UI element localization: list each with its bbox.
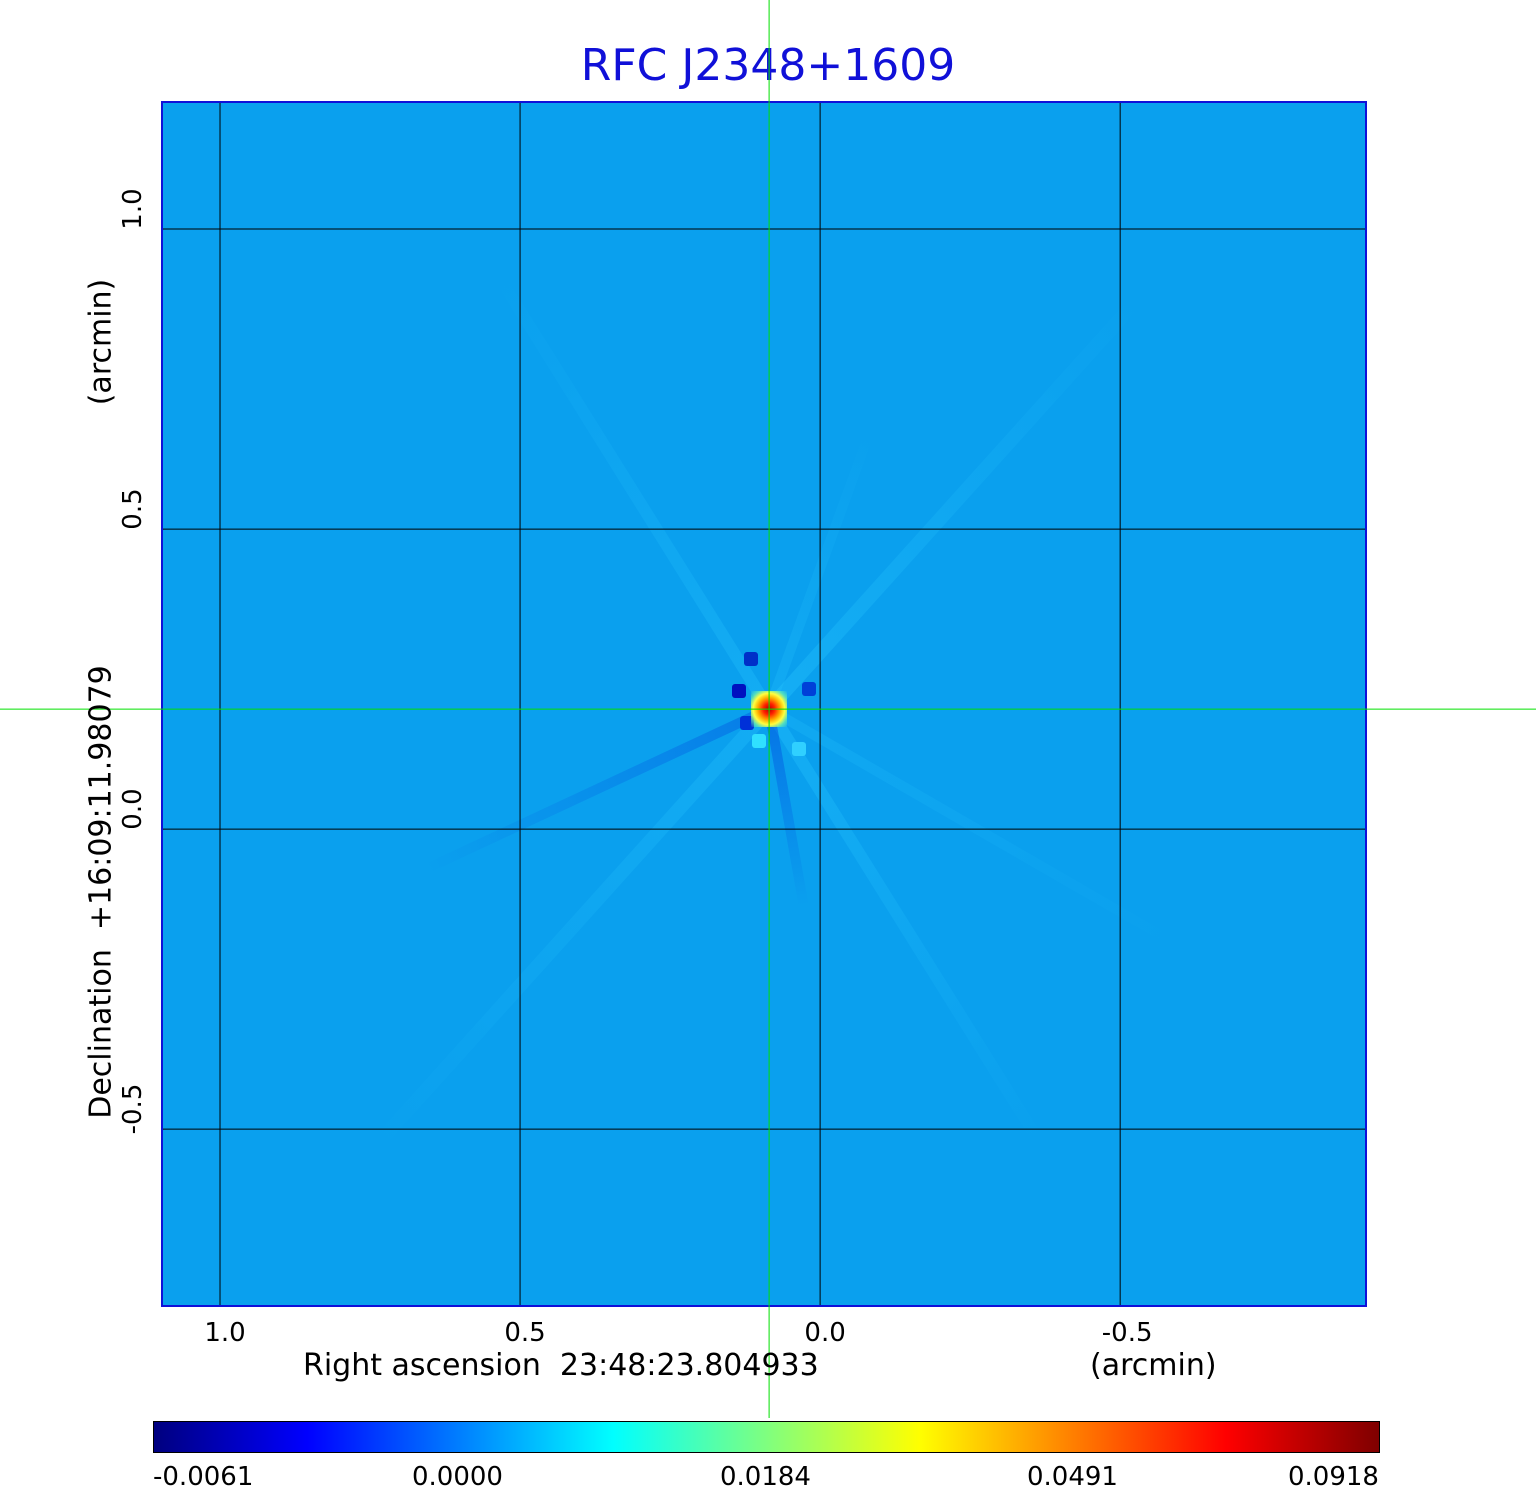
colorbar-tick-label: 0.0184 <box>720 1462 811 1492</box>
sidelobe-blob <box>752 734 767 749</box>
x-tick-label: 0.5 <box>504 1318 546 1348</box>
sidelobe-streak <box>764 705 1050 1154</box>
colorbar-tick-label: 0.0000 <box>412 1462 503 1492</box>
colorbar-tick-label: -0.0061 <box>153 1462 254 1492</box>
x-tick-label: -0.5 <box>1101 1318 1153 1348</box>
colorbar-tick-label: 0.0491 <box>1027 1462 1118 1492</box>
plot-title: RFC J2348+1609 <box>580 40 956 91</box>
sidelobe-streak <box>763 288 1150 714</box>
y-axis-label: Declination +16:09:11.98079 <box>83 665 119 1119</box>
x-tick-label: 0.0 <box>804 1318 846 1348</box>
colorbar <box>153 1421 1380 1453</box>
x-axis-label: Right ascension 23:48:23.804933 <box>303 1348 819 1383</box>
sidelobe-blob <box>732 684 747 699</box>
sidelobe-blob <box>744 652 759 667</box>
y-tick-label: 0.5 <box>118 488 148 530</box>
sidelobe-blob <box>792 742 807 757</box>
sidelobe-streak <box>488 264 775 713</box>
sidelobe-streak <box>764 425 877 711</box>
y-axis-unit: (arcmin) <box>83 278 119 406</box>
x-axis-unit: (arcmin) <box>1090 1348 1217 1383</box>
peak-source <box>751 691 788 728</box>
sidelobe-streak <box>766 704 1188 954</box>
y-tick-label: 1.0 <box>118 188 148 230</box>
y-tick-label: -0.5 <box>118 1083 148 1135</box>
sidelobe-blob <box>740 716 755 731</box>
radio-image-map[interactable] <box>163 103 1365 1305</box>
sidelobe-streak <box>362 704 775 1160</box>
y-tick-label: 0.0 <box>118 788 148 830</box>
sidelobe-streak <box>422 704 772 875</box>
colorbar-tick-label: 0.0918 <box>1288 1462 1379 1492</box>
sidelobe-blob <box>802 682 817 697</box>
x-tick-label: 1.0 <box>204 1318 246 1348</box>
